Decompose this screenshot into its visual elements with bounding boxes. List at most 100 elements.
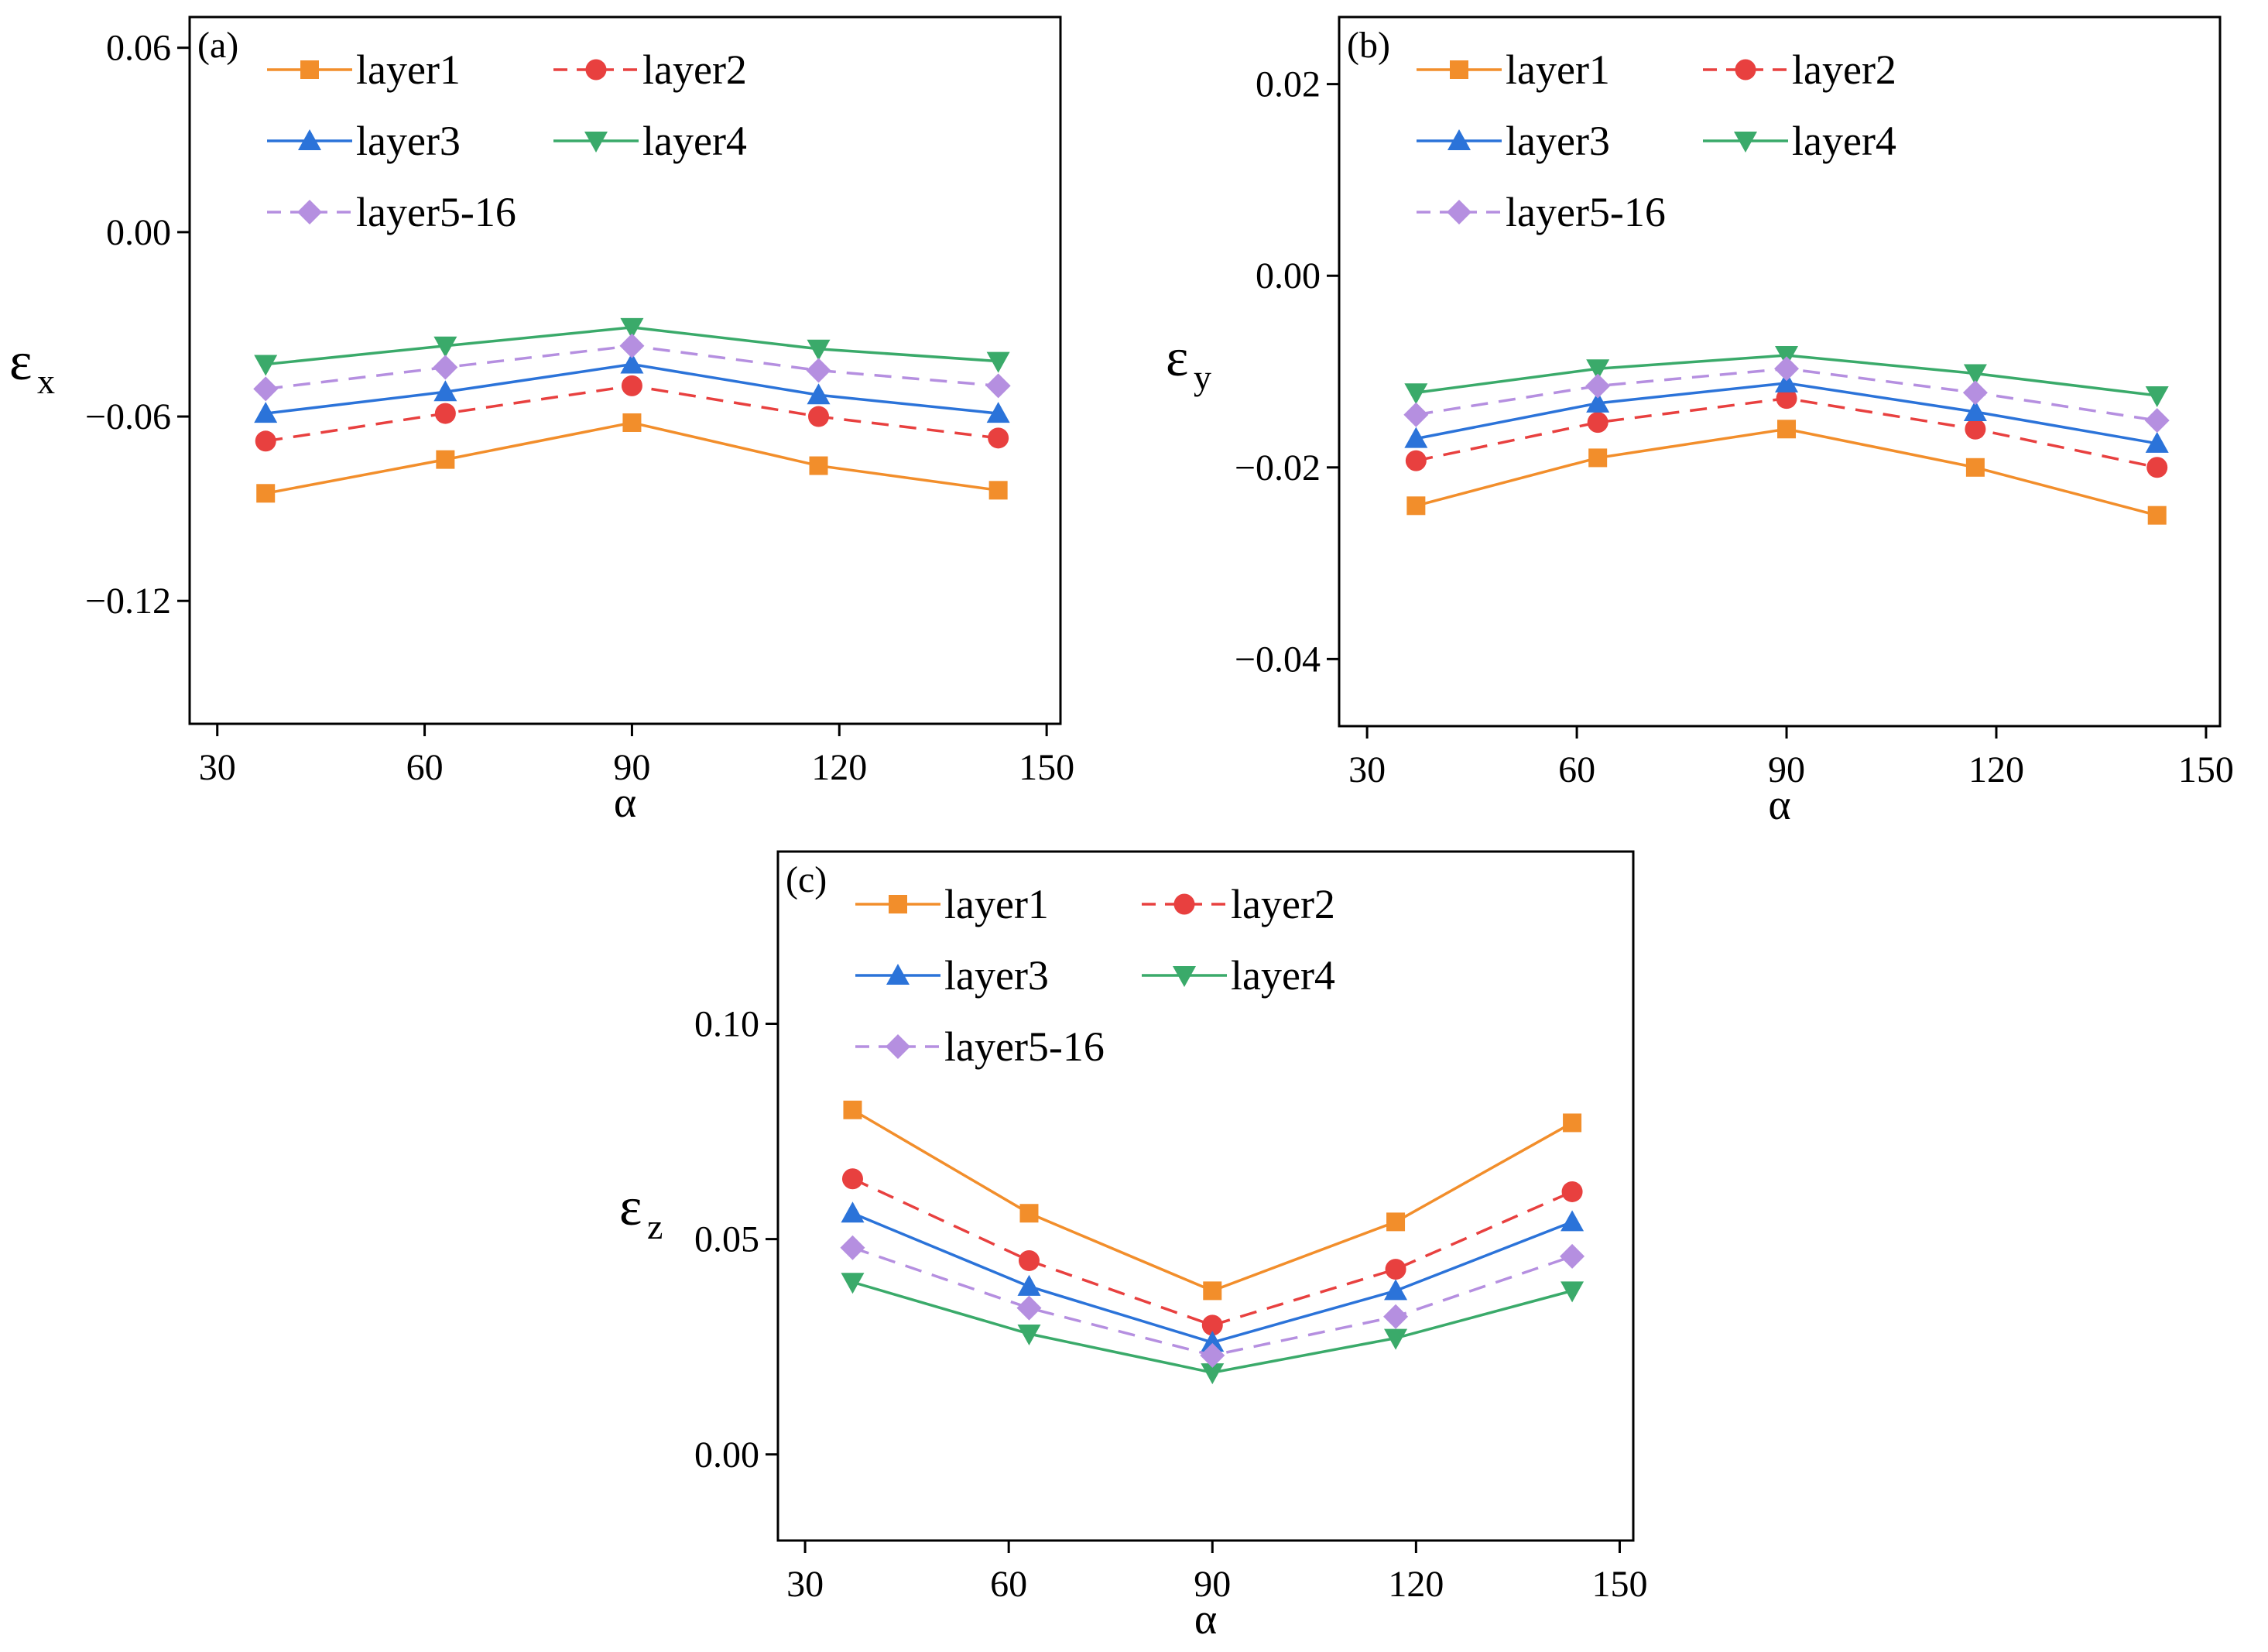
series-layer1 (256, 413, 1008, 503)
legend-marker (1173, 893, 1195, 915)
data-point (1201, 1314, 1223, 1336)
data-point (254, 355, 278, 376)
data-point (1585, 373, 1611, 399)
data-point (2144, 408, 2170, 434)
data-point (253, 376, 279, 402)
series-layer3 (841, 1201, 1585, 1352)
data-point (1200, 1342, 1225, 1368)
legend-item: layer5-16 (855, 1023, 1105, 1070)
y-tick-label: 0.00 (694, 1434, 759, 1475)
series-layer4 (841, 1273, 1585, 1385)
data-point (620, 317, 644, 339)
y-tick-label: 0.06 (106, 28, 171, 69)
series-layer5-16 (1403, 356, 2170, 434)
panel-label: (a) (197, 25, 238, 66)
legend-label: layer4 (1792, 118, 1896, 164)
legend-label: layer4 (642, 118, 747, 164)
series-layer1 (1406, 420, 2167, 525)
data-point (1384, 1279, 1408, 1301)
data-point (988, 427, 1009, 449)
legend-label: layer1 (944, 881, 1049, 927)
data-point (1406, 496, 1426, 516)
legend-item: layer4 (553, 118, 747, 164)
legend-marker (585, 59, 607, 81)
data-point (433, 380, 457, 402)
x-axis-label: α (614, 779, 636, 827)
legend-item: layer1 (855, 881, 1049, 927)
data-point (1017, 1325, 1041, 1345)
data-point (1404, 383, 1428, 405)
x-tick-label: 90 (1194, 1564, 1231, 1605)
data-point (808, 406, 829, 427)
data-point (2146, 457, 2168, 478)
panel-label: (b) (1347, 25, 1390, 66)
x-axis-label: α (1768, 781, 1790, 829)
data-point (1775, 371, 1799, 392)
data-point (433, 336, 457, 358)
data-point (1201, 1363, 1225, 1385)
data-point (1203, 1281, 1222, 1301)
x-tick-label: 150 (2178, 749, 2234, 790)
data-point (1405, 450, 1427, 471)
x-tick-label: 60 (1558, 749, 1595, 790)
series-layer3 (254, 352, 1010, 423)
data-point (1386, 1212, 1406, 1232)
legend-marker (297, 200, 322, 224)
legend-label: layer4 (1231, 952, 1335, 999)
data-point (255, 430, 276, 452)
y-tick-label: −0.06 (85, 396, 171, 437)
series-layer3 (1404, 371, 2169, 453)
data-point (843, 1100, 862, 1119)
plot-frame (188, 15, 1062, 725)
series-line (851, 1177, 1573, 1327)
legend-label: layer3 (944, 952, 1049, 999)
data-point (1563, 1113, 1582, 1133)
data-point (841, 1201, 865, 1223)
y-axis-label: ε (619, 1177, 642, 1237)
data-point (620, 352, 644, 374)
y-axis-label-subscript: y (1194, 358, 1211, 397)
y-tick-label: 0.00 (1256, 255, 1321, 296)
legend-item: layer3 (1417, 118, 1610, 164)
legend-item: layer2 (1703, 46, 1896, 93)
data-point (806, 358, 831, 383)
legend-marker (886, 1034, 910, 1059)
legend-marker (584, 132, 608, 153)
data-point (2147, 506, 2167, 525)
y-axis-label: ε (1166, 328, 1188, 388)
data-point (1560, 1243, 1585, 1269)
data-point (1963, 364, 1987, 386)
legend: layer1 layer2 layer3 layer4 layer5-16 (1417, 46, 1896, 235)
data-point (1586, 391, 1610, 413)
data-point (807, 383, 831, 405)
data-point (1403, 402, 1429, 427)
plot-frame (1338, 15, 2222, 728)
legend-item: layer3 (267, 118, 461, 164)
series-layer5-16 (253, 333, 1011, 402)
chart-panel-b: 30 60 90 120 150 0.02 0.00 −0.02 −0.04 α ε y (b) laye… (1166, 15, 2234, 829)
y-axis-label-subscript: x (37, 362, 55, 401)
data-point (1385, 1259, 1406, 1280)
x-tick-label: 30 (786, 1564, 824, 1605)
data-point (619, 333, 645, 358)
x-tick-label: 90 (1768, 749, 1805, 790)
legend-marker (1734, 132, 1757, 153)
data-point (256, 484, 276, 503)
data-point (622, 413, 642, 432)
legend-item: layer3 (855, 952, 1049, 999)
data-point (2145, 386, 2169, 407)
legend-marker (1447, 200, 1471, 224)
legend-marker (1447, 129, 1471, 150)
x-axis-label: α (1194, 1595, 1217, 1643)
panel-label: (c) (786, 859, 827, 900)
legend-marker (298, 129, 321, 150)
legend-item: layer5-16 (1417, 189, 1666, 235)
data-point (1016, 1295, 1042, 1321)
data-point (841, 1273, 865, 1294)
series-layer5-16 (840, 1235, 1585, 1368)
data-point (254, 402, 278, 423)
legend-marker (300, 60, 319, 79)
data-point (1384, 1328, 1408, 1350)
data-point (1963, 399, 1987, 421)
